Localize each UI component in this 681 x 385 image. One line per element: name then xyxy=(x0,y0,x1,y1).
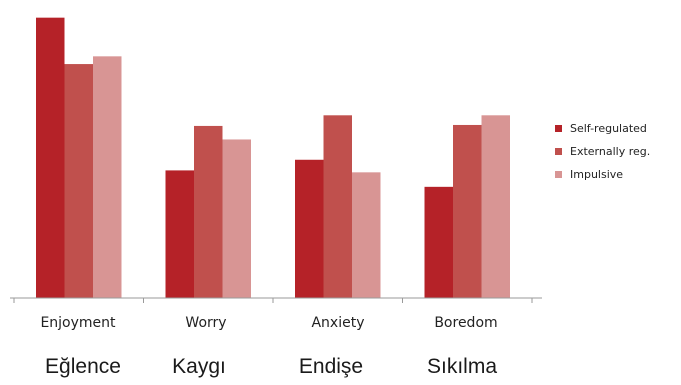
bar-self-regulated-boredom xyxy=(424,186,453,298)
legend-label-self-regulated: Self-regulated xyxy=(570,122,647,135)
legend-swatch-self-regulated xyxy=(555,125,562,132)
category-labels: Enjoyment Worry Anxiety Boredom xyxy=(40,315,497,331)
bar-externally-reg-anxiety xyxy=(323,115,352,298)
bar-impulsive-anxiety xyxy=(352,172,381,298)
bar-externally-reg-boredom xyxy=(453,124,482,298)
bar-self-regulated-anxiety xyxy=(295,159,324,298)
category-label-worry: Worry xyxy=(185,315,226,331)
bar-self-regulated-enjoyment xyxy=(36,17,65,299)
translation-labels: Eğlence Kaygı Endişe Sıkılma xyxy=(45,355,497,378)
bar-self-regulated-worry xyxy=(165,170,194,298)
translation-label-3: Sıkılma xyxy=(427,355,497,378)
category-label-anxiety: Anxiety xyxy=(311,315,364,331)
x-axis-ticks xyxy=(13,298,533,303)
translation-label-2: Endişe xyxy=(299,355,363,378)
bar-impulsive-worry xyxy=(222,139,251,298)
category-label-enjoyment: Enjoyment xyxy=(40,315,116,331)
legend: Self-regulated Externally reg. Impulsive xyxy=(555,122,650,181)
legend-swatch-impulsive xyxy=(555,171,562,178)
legend-swatch-externally-reg xyxy=(555,148,562,155)
category-label-boredom: Boredom xyxy=(434,315,497,331)
translation-label-1: Kaygı xyxy=(172,355,226,378)
bar-externally-reg-worry xyxy=(194,125,223,298)
legend-label-impulsive: Impulsive xyxy=(570,168,623,181)
bars-layer xyxy=(36,17,510,299)
legend-label-externally-reg: Externally reg. xyxy=(570,145,650,158)
translation-label-0: Eğlence xyxy=(45,355,121,378)
bar-externally-reg-enjoyment xyxy=(64,64,93,298)
bar-impulsive-boredom xyxy=(481,115,510,298)
bar-impulsive-enjoyment xyxy=(93,56,122,299)
